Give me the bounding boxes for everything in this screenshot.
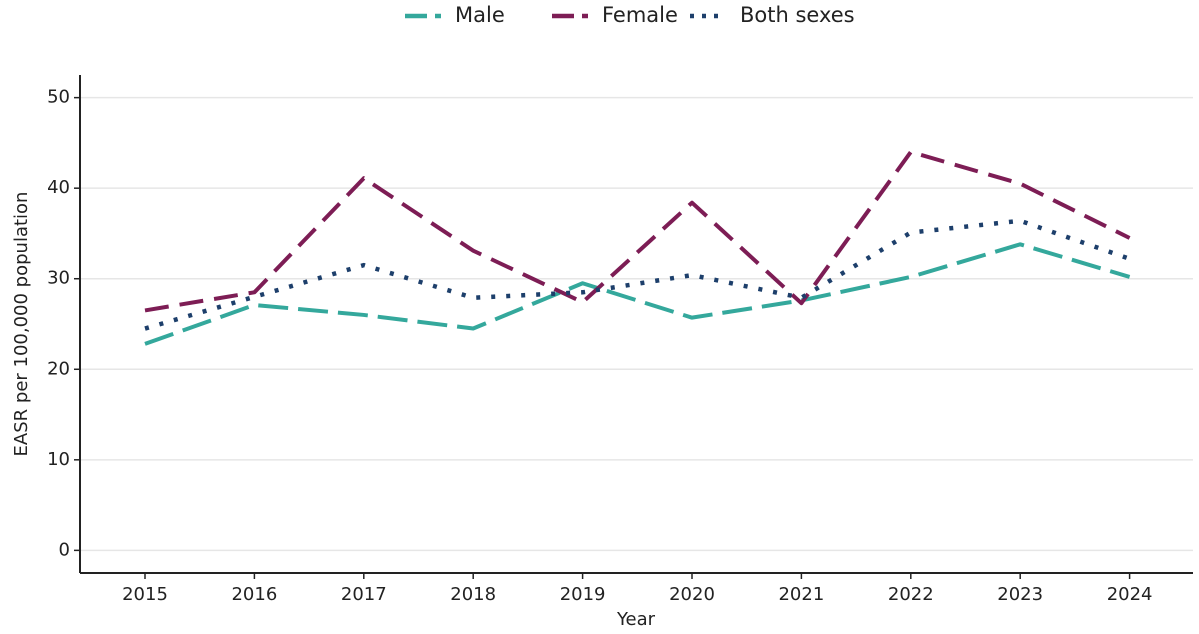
x-tick-label: 2023 — [997, 584, 1043, 605]
x-tick-label: 2018 — [450, 584, 496, 605]
legend-label: Male — [455, 3, 505, 27]
x-tick-label: 2016 — [231, 584, 277, 605]
x-tick-label: 2022 — [888, 584, 934, 605]
y-tick-label: 40 — [47, 177, 70, 198]
series-line — [144, 218, 1131, 331]
x-tick-label: 2017 — [341, 584, 387, 605]
y-tick-label: 20 — [47, 358, 70, 379]
x-tick-label: 2015 — [122, 584, 168, 605]
y-tick-label: 0 — [59, 539, 70, 560]
x-tick-label: 2019 — [560, 584, 606, 605]
x-tick-label: 2021 — [778, 584, 824, 605]
y-tick-label: 30 — [47, 268, 70, 289]
legend-label: Both sexes — [740, 3, 855, 27]
series-line — [144, 149, 1131, 313]
y-axis-title: EASR per 100,000 population — [11, 192, 32, 457]
y-tick-label: 50 — [47, 87, 70, 108]
series-line — [144, 242, 1131, 346]
legend-label: Female — [602, 3, 678, 27]
x-tick-label: 2024 — [1107, 584, 1153, 605]
y-tick-label: 10 — [47, 449, 70, 470]
x-tick-label: 2020 — [669, 584, 715, 605]
x-axis-title: Year — [616, 609, 656, 630]
